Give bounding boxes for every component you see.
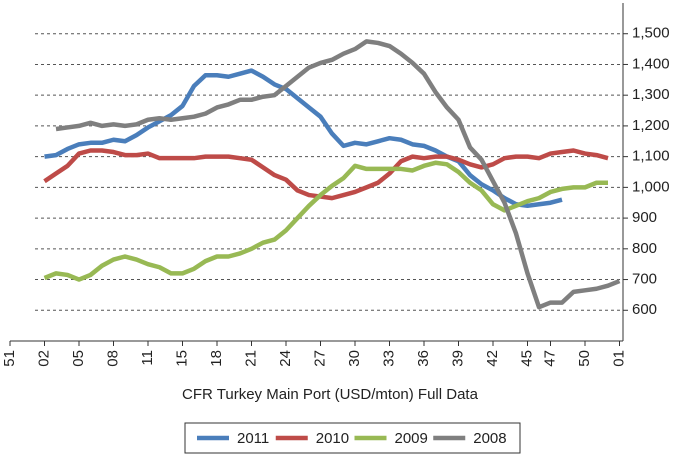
y-tick-label: 1,400 [632,55,670,72]
x-tick-label: 15 [173,350,190,367]
x-tick-label: 39 [449,350,466,367]
x-tick-label: 08 [104,350,121,367]
series-line [43,160,608,282]
legend-label: 2009 [395,430,428,447]
x-tick-label: 27 [311,350,328,367]
legend-label: 2008 [473,430,506,447]
x-tick-label: 21 [242,350,259,367]
y-tick-label: 1,300 [632,86,670,103]
y-tick-label: 1,000 [632,178,670,195]
x-tick-label: 05 [70,350,87,367]
x-tick-label: 18 [208,350,225,367]
x-tick-label: 47 [541,350,558,367]
legend-box [184,422,521,454]
x-tick-label: 30 [346,350,363,367]
x-tick-label: 02 [35,350,52,367]
x-tick-label: 24 [277,350,294,367]
x-tick-label: 42 [484,350,501,367]
legend-label: 2010 [316,430,349,447]
y-tick-label: 600 [632,301,657,318]
x-tick-label: 11 [139,350,156,366]
x-tick-label: 01 [610,350,627,367]
y-tick-label: 700 [632,271,657,288]
y-tick-label: 1,200 [632,117,670,134]
series-line [43,148,609,201]
x-tick-label: 45 [518,350,535,367]
y-tick-label: 1,100 [632,148,670,165]
y-tick-label: 1,500 [632,25,670,42]
series-line [44,68,563,209]
legend-label: 2011 [237,430,269,447]
y-tick-label: 800 [632,240,657,257]
x-axis-title: CFR Turkey Main Port (USD/mton) Full Dat… [182,386,479,403]
x-tick-label: 50 [576,350,593,367]
y-tick-label: 900 [632,209,657,226]
x-tick-label: 36 [415,350,432,367]
x-tick-label: 33 [380,350,397,367]
series-line [55,39,621,310]
x-tick-label: 51 [1,350,18,367]
